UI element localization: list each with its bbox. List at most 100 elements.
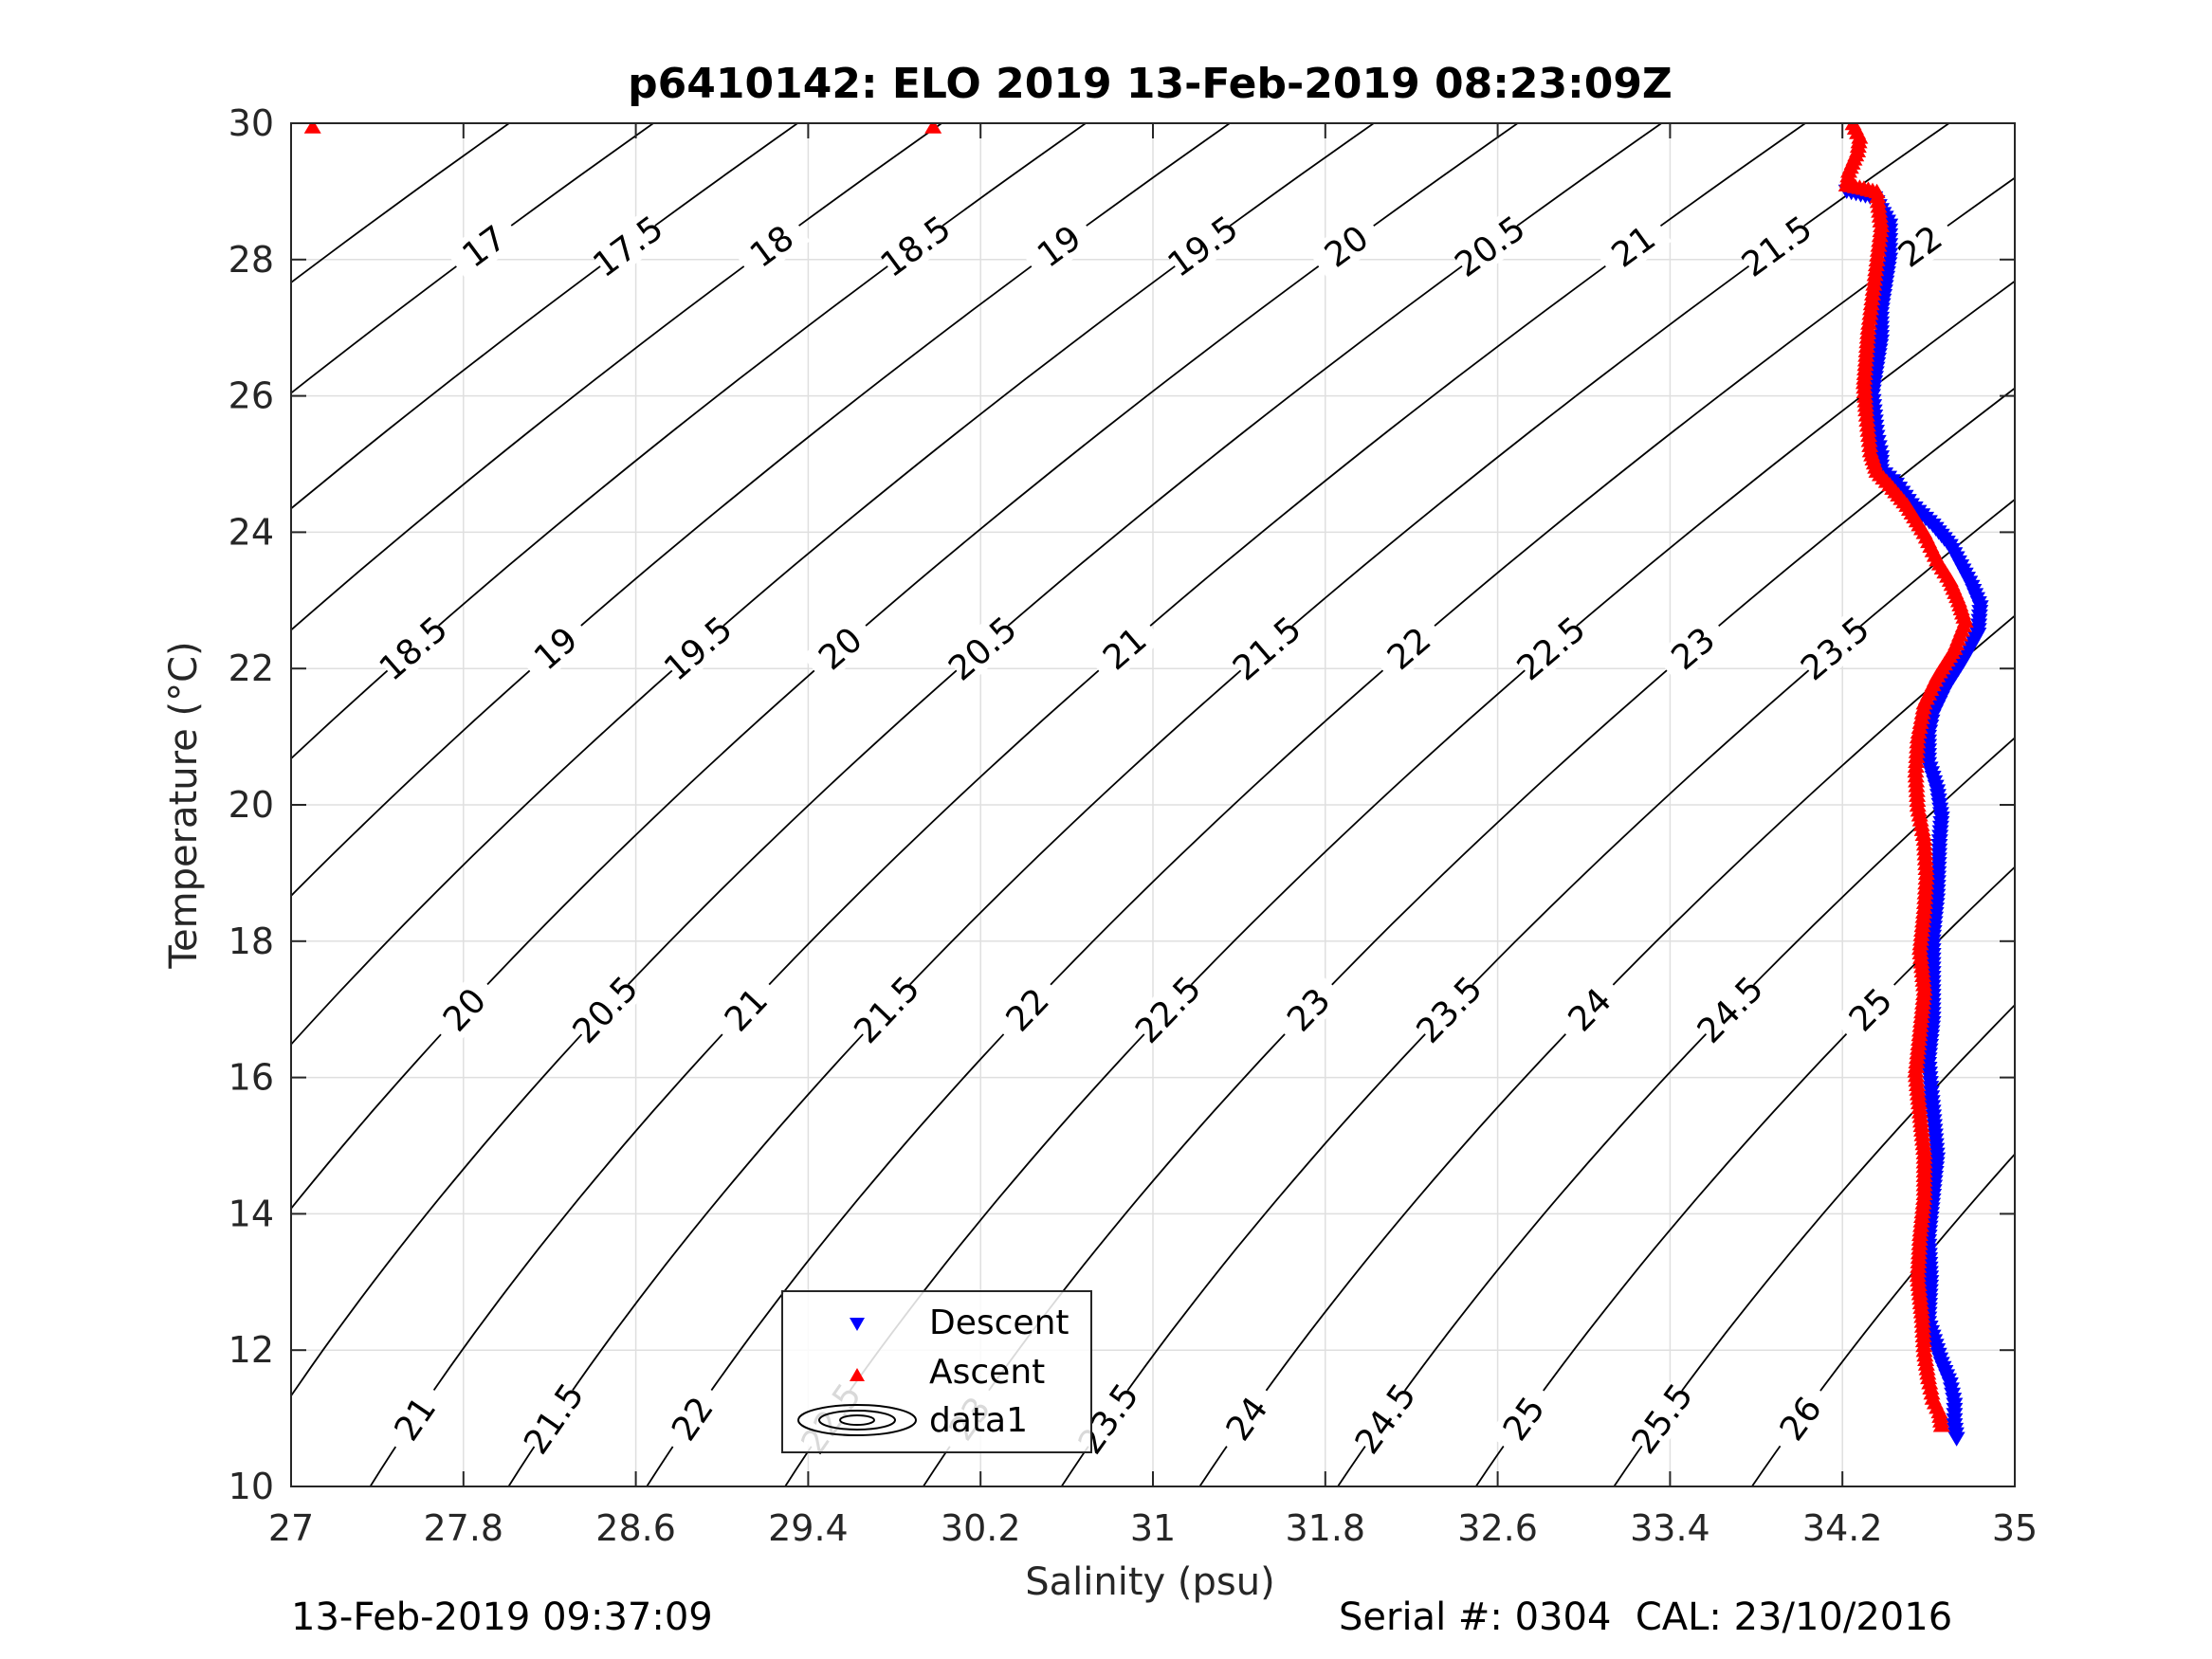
contour-label-background [1764,1379,1836,1457]
contour-label-background [1551,971,1627,1048]
x-tick-label: 28.6 [595,1507,676,1549]
density-contour-line [291,123,1232,898]
x-tick-label: 29.4 [768,1507,849,1549]
legend-box [781,1290,1092,1453]
density-contour-line [369,123,1807,1486]
contour-label-background [656,1379,727,1458]
footer-serial-calibration: Serial #: 0304 CAL: 23/10/2016 [1339,1595,1953,1639]
legend-contour-marker [797,1404,917,1436]
legend-descent-marker [850,1318,865,1331]
y-tick-label: 18 [229,921,274,962]
contour-label-background [1796,611,1874,685]
density-contour-line [1613,1003,2015,1486]
contour-label-background [1488,1379,1559,1457]
y-tick-label: 16 [229,1057,274,1099]
contour-label-background [1086,611,1163,685]
y-tick-label: 24 [229,511,274,553]
contour-label-background [379,1379,450,1458]
descent-point [1947,1431,1965,1447]
ascent-point [924,123,942,134]
y-tick-label: 22 [229,647,274,689]
contour-label-background [943,611,1021,685]
contour-label-background [1691,971,1767,1048]
density-contour-line [1750,1153,2015,1486]
contour-label-background [1411,971,1487,1048]
legend: Descent Ascent data1 [781,1290,1092,1453]
density-contour-line [291,123,1088,760]
x-tick-label: 31.8 [1285,1507,1365,1549]
y-axis-ticks: 10 12 14 16 18 20 22 24 26 28 30 [229,102,2015,1507]
legend-ascent-marker [850,1368,865,1381]
contour-label-background [876,210,955,282]
contour-label-background [732,210,811,282]
contour-label-background [1211,1379,1282,1458]
x-axis-ticks: 27 27.8 28.6 29.4 30.2 31 31.8 32.6 33.4 34.2 35 [268,123,2038,1549]
y-tick-label: 12 [229,1329,274,1371]
contour-label-background [1512,611,1589,685]
contour-label-background [1228,611,1306,685]
ascent-point [1932,1417,1950,1432]
contour-label-background [445,210,523,282]
y-tick-label: 26 [229,375,274,417]
contour-label-background [849,971,924,1048]
density-contour-line [1198,614,2015,1486]
contour-label-background [1880,210,1959,282]
contour-label-background [1594,210,1673,282]
contour-label-background [567,971,643,1048]
x-tick-label: 30.2 [941,1507,1021,1549]
contour-label-background [1307,210,1385,282]
density-contour-line [291,123,943,631]
contour-label-background [1654,611,1731,685]
density-contour-line [291,123,1663,1397]
ascent-point [303,123,321,134]
x-tick-label: 31 [1130,1507,1176,1549]
x-tick-label: 35 [1992,1507,2038,1549]
contour-label-background [1370,611,1448,685]
contour-label-background [1626,1379,1697,1457]
contour-label-background [1271,971,1346,1048]
legend-data1-label: data1 [929,1401,1028,1440]
chart-title: p6410142: ELO 2019 13-Feb-2019 08:23:09Z [628,60,1673,108]
y-tick-label: 28 [229,239,274,281]
contour-label-background [427,971,502,1048]
density-contour-line [291,123,1520,1211]
ascent-series [303,123,1974,1432]
density-contour-line [291,123,1376,1047]
y-tick-label: 14 [229,1193,274,1234]
y-tick-label: 20 [229,784,274,826]
x-tick-label: 34.2 [1802,1507,1883,1549]
contour-label-background [1019,210,1098,282]
contour-label-background [708,971,783,1048]
x-tick-label: 27 [268,1507,314,1549]
contour-label-background [989,971,1065,1048]
x-axis-label: Salinity (psu) [1025,1560,1274,1604]
contour-label-background [1737,210,1816,282]
density-contour-line [646,176,2015,1486]
contour-label-background [589,210,667,282]
legend-descent-label: Descent [929,1304,1069,1342]
density-contour-line [507,123,1951,1486]
contour-label-background [1130,971,1205,1048]
contour-label-background [1451,210,1528,282]
x-tick-label: 32.6 [1457,1507,1538,1549]
x-tick-label: 27.8 [423,1507,503,1549]
contour-label-background [659,611,737,685]
density-contour-line [1060,498,2015,1486]
legend-ascent-label: Ascent [929,1353,1045,1392]
density-contour-line [1474,866,2015,1486]
y-tick-label: 30 [229,102,274,144]
density-contour-line [291,123,655,394]
y-axis-label: Temperature (°C) [162,641,206,969]
contour-label-background [517,611,594,685]
contour-label-background [1163,210,1242,282]
contour-label-background [518,1379,589,1458]
footer-timestamp: 13-Feb-2019 09:37:09 [291,1595,713,1639]
contour-label-background [801,611,879,685]
contour-label-background [1832,971,1908,1048]
contour-label-background [375,611,451,685]
density-contour-line [291,123,799,510]
x-tick-label: 33.4 [1630,1507,1710,1549]
contour-label-background [1349,1379,1420,1458]
y-tick-label: 10 [229,1466,274,1507]
